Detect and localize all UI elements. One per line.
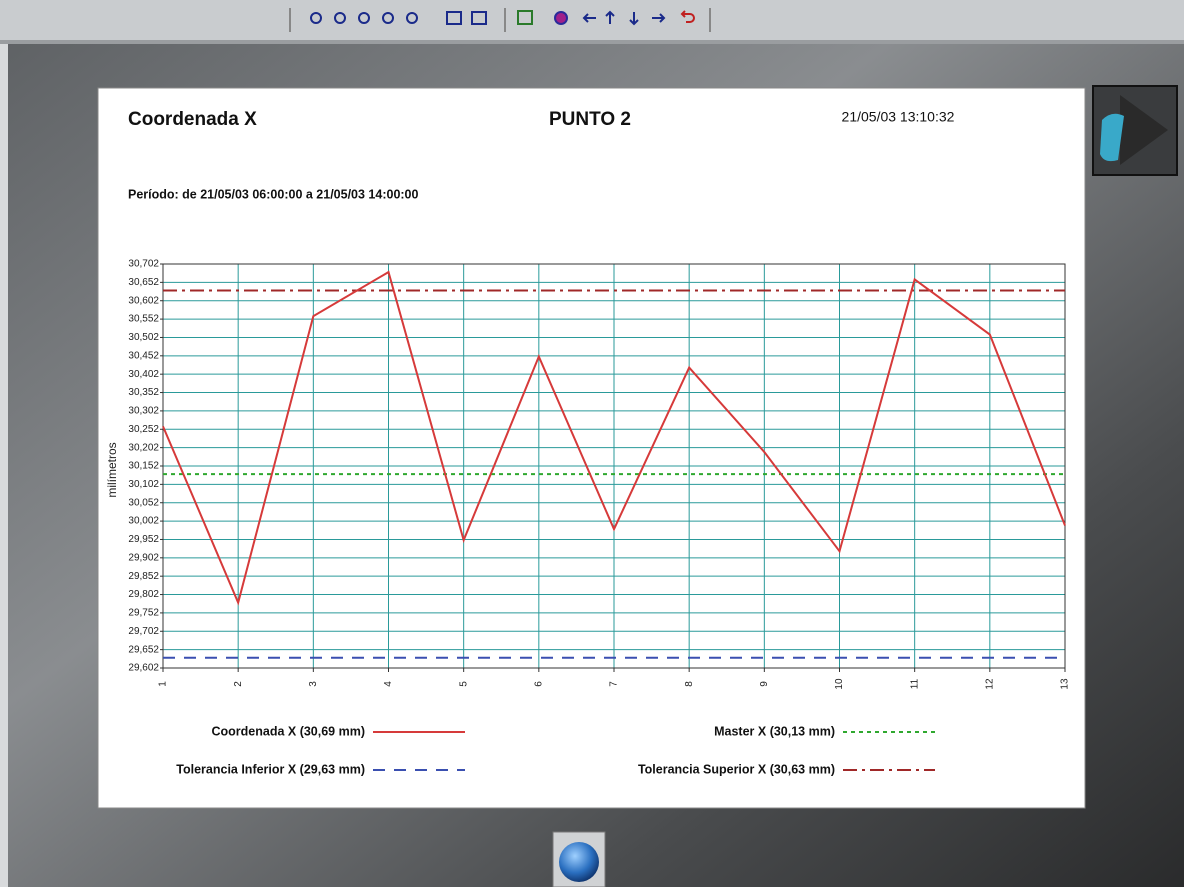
color-button[interactable] xyxy=(555,12,567,24)
logo[interactable] xyxy=(1093,86,1177,175)
y-tick-label: 30,552 xyxy=(128,314,159,325)
legend-label: Coordenada X (30,69 mm) xyxy=(211,724,365,738)
x-tick-label: 6 xyxy=(533,681,544,687)
globe-button[interactable] xyxy=(553,832,605,887)
y-tick-label: 30,452 xyxy=(128,350,159,361)
y-tick-label: 29,802 xyxy=(128,589,159,600)
left-edge xyxy=(0,44,8,887)
y-tick-label: 30,302 xyxy=(128,406,159,417)
legend-label: Tolerancia Inferior X (29,63 mm) xyxy=(176,762,365,776)
toolbar-border xyxy=(0,40,1184,44)
y-tick-label: 30,352 xyxy=(128,387,159,398)
y-tick-label: 30,202 xyxy=(128,442,159,453)
page: Coordenada X PUNTO 2 21/05/03 13:10:32 P… xyxy=(0,0,1184,887)
x-tick-label: 2 xyxy=(233,681,244,687)
y-tick-label: 30,052 xyxy=(128,497,159,508)
y-tick-label: 30,152 xyxy=(128,461,159,472)
report-title: Coordenada X xyxy=(128,109,257,130)
screen: Coordenada X PUNTO 2 21/05/03 13:10:32 P… xyxy=(0,0,1184,887)
y-tick-label: 29,752 xyxy=(128,608,159,619)
y-tick-label: 29,852 xyxy=(128,571,159,582)
y-tick-label: 30,402 xyxy=(128,369,159,380)
timestamp: 21/05/03 13:10:32 xyxy=(842,109,955,125)
legend-label: Master X (30,13 mm) xyxy=(714,724,835,738)
y-tick-label: 30,002 xyxy=(128,516,159,527)
y-tick-label: 29,602 xyxy=(128,663,159,674)
x-tick-label: 1 xyxy=(158,681,169,687)
x-tick-label: 9 xyxy=(759,681,770,687)
x-tick-label: 4 xyxy=(383,681,394,687)
x-tick-label: 8 xyxy=(684,681,695,687)
toolbar xyxy=(0,0,1184,40)
x-tick-label: 10 xyxy=(834,678,845,690)
x-tick-label: 12 xyxy=(984,678,995,690)
globe-icon xyxy=(559,842,599,882)
y-tick-label: 29,702 xyxy=(128,626,159,637)
y-tick-label: 30,252 xyxy=(128,424,159,435)
y-tick-label: 30,652 xyxy=(128,277,159,288)
x-tick-label: 3 xyxy=(308,681,319,687)
x-tick-label: 11 xyxy=(909,678,920,689)
y-tick-label: 30,702 xyxy=(128,259,159,270)
y-tick-label: 29,652 xyxy=(128,644,159,655)
y-tick-label: 29,902 xyxy=(128,552,159,563)
legend-label: Tolerancia Superior X (30,63 mm) xyxy=(638,762,835,776)
y-tick-label: 30,102 xyxy=(128,479,159,490)
x-tick-label: 5 xyxy=(458,681,469,687)
y-tick-label: 30,602 xyxy=(128,295,159,306)
report-subtitle: PUNTO 2 xyxy=(549,109,631,130)
y-axis-label: milímetros xyxy=(105,442,119,497)
y-tick-label: 30,502 xyxy=(128,332,159,343)
y-tick-label: 29,952 xyxy=(128,534,159,545)
x-tick-label: 7 xyxy=(609,681,620,687)
period: Período: de 21/05/03 06:00:00 a 21/05/03… xyxy=(128,187,419,201)
x-tick-label: 13 xyxy=(1060,678,1071,690)
